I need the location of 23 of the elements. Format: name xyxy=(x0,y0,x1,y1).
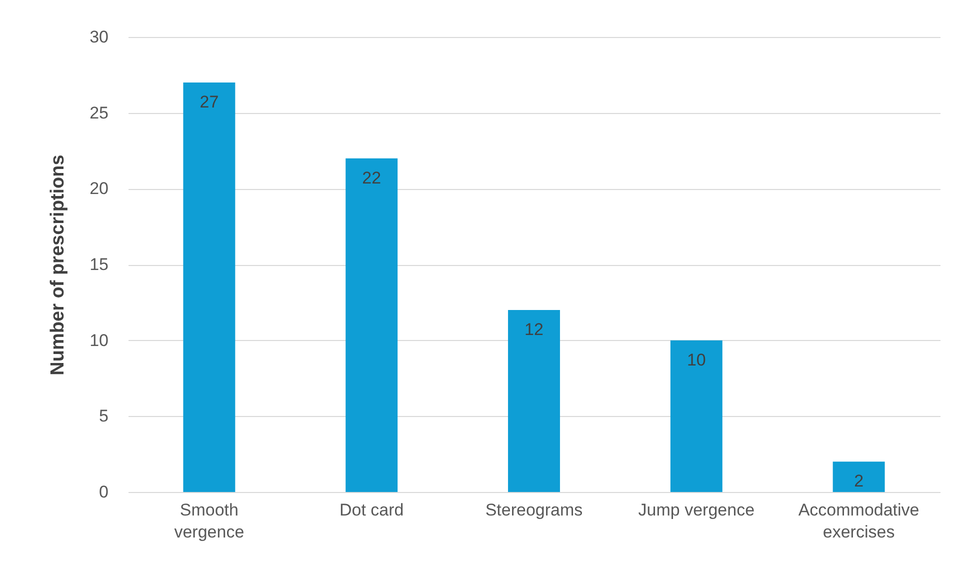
x-tick-label: Dot card xyxy=(339,500,404,520)
y-tick-label: 20 xyxy=(90,179,108,198)
bar xyxy=(670,340,722,492)
y-tick-label: 30 xyxy=(90,28,108,46)
x-tick-label: Stereograms xyxy=(485,500,583,520)
data-label: 2 xyxy=(854,472,864,491)
x-tick-label: Accommodative exercises xyxy=(798,500,920,542)
y-tick-label: 15 xyxy=(90,255,108,274)
bar xyxy=(183,82,236,492)
y-tick-label: 10 xyxy=(90,330,108,350)
x-tick-label: Jump vergence xyxy=(638,500,755,520)
data-label: 10 xyxy=(686,350,706,370)
data-label: 22 xyxy=(362,168,382,188)
bar xyxy=(832,462,885,492)
y-tick-label: 0 xyxy=(99,482,108,502)
x-tick-label: Smooth vergence xyxy=(174,500,244,542)
y-tick-label: 25 xyxy=(90,103,108,122)
y-tick-label: 5 xyxy=(99,406,108,426)
data-label: 27 xyxy=(200,92,219,112)
y-axis-title: Number of prescriptions xyxy=(48,154,69,376)
bar xyxy=(508,310,560,492)
bar xyxy=(346,158,398,492)
data-label: 12 xyxy=(524,320,544,339)
